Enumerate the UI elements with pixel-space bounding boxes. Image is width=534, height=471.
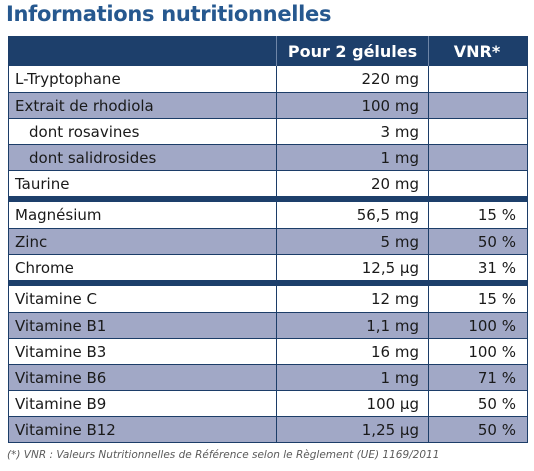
table-row: Vitamine B12 1,25 µg 50 %	[9, 416, 527, 442]
nutrient-vnr	[429, 93, 525, 118]
nutrition-table: Pour 2 gélules VNR* L-Tryptophane 220 mg E…	[8, 36, 528, 443]
nutrient-name: Magnésium	[9, 202, 277, 228]
nutrient-vnr: 50 %	[477, 394, 516, 413]
nutrient-vnr	[429, 66, 525, 92]
group-separator	[9, 280, 527, 286]
footnote: (*) VNR : Valeurs Nutritionnelles de Réf…	[7, 449, 440, 461]
nutrient-name: Chrome	[9, 255, 277, 280]
nutrient-amount: 1 mg	[277, 365, 429, 390]
nutrient-name: Vitamine C	[9, 286, 277, 312]
nutrient-name: dont salidrosides	[9, 145, 277, 170]
nutrient-vnr: 15 %	[477, 206, 516, 224]
nutrient-vnr	[429, 145, 525, 170]
table-row: Taurine 20 mg	[9, 170, 527, 196]
table-row: Vitamine B1 1,1 mg 100 %	[9, 312, 527, 338]
nutrient-vnr: 50 %	[477, 420, 516, 439]
nutrient-amount: 1 mg	[277, 145, 429, 170]
header-ingredient	[9, 36, 277, 66]
nutrient-name: Zinc	[9, 229, 277, 254]
nutrient-vnr: 71 %	[477, 368, 516, 387]
header-vnr: VNR*	[453, 41, 501, 61]
nutrient-vnr	[429, 171, 525, 196]
nutrient-vnr: 100 %	[468, 342, 516, 361]
nutrient-name: Extrait de rhodiola	[9, 93, 277, 118]
nutrient-vnr: 15 %	[477, 290, 516, 308]
nutrient-amount: 3 mg	[277, 119, 429, 144]
nutrient-amount: 100 mg	[277, 93, 429, 118]
nutrient-name: Vitamine B9	[9, 391, 277, 416]
table-row: dont rosavines 3 mg	[9, 118, 527, 144]
nutrient-amount: 100 µg	[277, 391, 429, 416]
nutrient-amount: 56,5 mg	[277, 202, 429, 228]
nutrient-amount: 1,25 µg	[277, 417, 429, 442]
nutrient-amount: 12 mg	[277, 286, 429, 312]
table-row: Vitamine B6 1 mg 71 %	[9, 364, 527, 390]
table-row: Zinc 5 mg 50 %	[9, 228, 527, 254]
nutrient-name: Vitamine B3	[9, 339, 277, 364]
nutrient-vnr: 50 %	[477, 232, 516, 251]
nutrient-amount: 16 mg	[277, 339, 429, 364]
nutrient-name: Vitamine B12	[9, 417, 277, 442]
nutrient-vnr: 31 %	[477, 258, 516, 277]
nutrient-name: Vitamine B6	[9, 365, 277, 390]
page-title: Informations nutritionnelles	[6, 2, 332, 26]
nutrient-vnr	[429, 119, 525, 144]
nutrient-amount: 20 mg	[277, 171, 429, 196]
table-header: Pour 2 gélules VNR*	[9, 36, 527, 66]
table-row: Vitamine B9 100 µg 50 %	[9, 390, 527, 416]
nutrient-amount: 220 mg	[277, 66, 429, 92]
table-row: Vitamine C 12 mg 15 %	[9, 286, 527, 312]
nutrient-vnr: 100 %	[468, 316, 516, 335]
nutrient-name: Taurine	[9, 171, 277, 196]
table-row: L-Tryptophane 220 mg	[9, 66, 527, 92]
table-row: Extrait de rhodiola 100 mg	[9, 92, 527, 118]
nutrient-name: Vitamine B1	[9, 313, 277, 338]
nutrient-amount: 5 mg	[277, 229, 429, 254]
nutrient-amount: 12,5 µg	[277, 255, 429, 280]
nutrient-name: L-Tryptophane	[9, 66, 277, 92]
table-row: dont salidrosides 1 mg	[9, 144, 527, 170]
header-dose: Pour 2 gélules	[277, 36, 429, 66]
table-row: Vitamine B3 16 mg 100 %	[9, 338, 527, 364]
nutrient-name: dont rosavines	[9, 119, 277, 144]
group-separator	[9, 196, 527, 202]
table-row: Magnésium 56,5 mg 15 %	[9, 202, 527, 228]
nutrient-amount: 1,1 mg	[277, 313, 429, 338]
table-row: Chrome 12,5 µg 31 %	[9, 254, 527, 280]
